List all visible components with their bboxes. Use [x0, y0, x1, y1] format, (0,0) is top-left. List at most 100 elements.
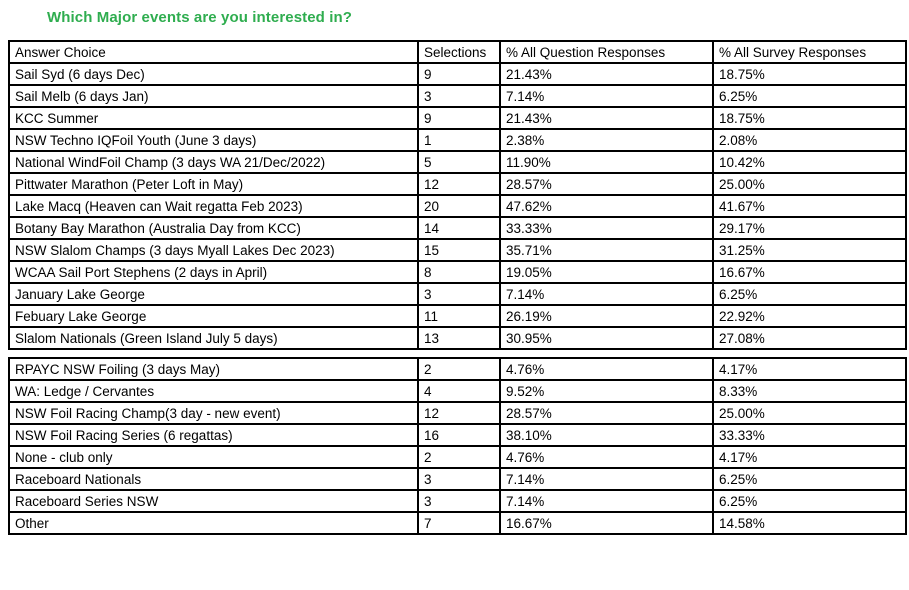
pct-question-cell: 11.90%	[499, 150, 714, 174]
table-row: January Lake George 3 7.14% 6.25%	[8, 282, 907, 306]
answer-choice-cell: Sail Melb (6 days Jan)	[8, 84, 419, 108]
selections-cell: 13	[417, 326, 501, 350]
pct-question-cell: 4.76%	[499, 357, 714, 381]
pct-survey-cell: 33.33%	[712, 423, 907, 447]
pct-question-cell: 7.14%	[499, 489, 714, 513]
pct-survey-cell: 6.25%	[712, 84, 907, 108]
answer-choice-cell: RPAYC NSW Foiling (3 days May)	[8, 357, 419, 381]
table-row: Sail Syd (6 days Dec) 9 21.43% 18.75%	[8, 62, 907, 86]
pct-survey-cell: 41.67%	[712, 194, 907, 218]
answer-choice-cell: Slalom Nationals (Green Island July 5 da…	[8, 326, 419, 350]
pct-survey-cell: 4.17%	[712, 357, 907, 381]
answer-choice-cell: Raceboard Series NSW	[8, 489, 419, 513]
pct-question-cell: 7.14%	[499, 282, 714, 306]
answer-choice-cell: WA: Ledge / Cervantes	[8, 379, 419, 403]
pct-survey-cell: 8.33%	[712, 379, 907, 403]
table-row: Slalom Nationals (Green Island July 5 da…	[8, 326, 907, 350]
answer-choice-cell: Lake Macq (Heaven can Wait regatta Feb 2…	[8, 194, 419, 218]
selections-cell: 11	[417, 304, 501, 328]
table-row: Botany Bay Marathon (Australia Day from …	[8, 216, 907, 240]
pct-survey-cell: 25.00%	[712, 172, 907, 196]
answer-choice-cell: Other	[8, 511, 419, 535]
answer-choice-cell: National WindFoil Champ (3 days WA 21/De…	[8, 150, 419, 174]
selections-cell: 1	[417, 128, 501, 152]
column-header-selections: Selections	[417, 40, 501, 64]
pct-question-cell: 19.05%	[499, 260, 714, 284]
selections-cell: 20	[417, 194, 501, 218]
pct-question-cell: 16.67%	[499, 511, 714, 535]
pct-question-cell: 2.38%	[499, 128, 714, 152]
answer-choice-cell: NSW Foil Racing Series (6 regattas)	[8, 423, 419, 447]
answer-choice-cell: Pittwater Marathon (Peter Loft in May)	[8, 172, 419, 196]
answer-choice-cell: Botany Bay Marathon (Australia Day from …	[8, 216, 419, 240]
pct-question-cell: 26.19%	[499, 304, 714, 328]
pct-survey-cell: 18.75%	[712, 62, 907, 86]
pct-question-cell: 4.76%	[499, 445, 714, 469]
answer-choice-cell: WCAA Sail Port Stephens (2 days in April…	[8, 260, 419, 284]
selections-cell: 14	[417, 216, 501, 240]
table-row: Raceboard Nationals 3 7.14% 6.25%	[8, 467, 907, 491]
selections-cell: 9	[417, 106, 501, 130]
selections-cell: 3	[417, 467, 501, 491]
pct-survey-cell: 10.42%	[712, 150, 907, 174]
selections-cell: 15	[417, 238, 501, 262]
table-row: Febuary Lake George 11 26.19% 22.92%	[8, 304, 907, 328]
table-header-row: Answer Choice Selections % All Question …	[8, 40, 907, 64]
page-title: Which Major events are you interested in…	[47, 9, 353, 26]
pct-question-cell: 21.43%	[499, 62, 714, 86]
pct-question-cell: 7.14%	[499, 467, 714, 491]
pct-question-cell: 28.57%	[499, 401, 714, 425]
pct-survey-cell: 27.08%	[712, 326, 907, 350]
pct-question-cell: 9.52%	[499, 379, 714, 403]
pct-survey-cell: 2.08%	[712, 128, 907, 152]
table-row: NSW Foil Racing Series (6 regattas) 16 38.…	[8, 423, 907, 447]
answer-choice-cell: Raceboard Nationals	[8, 467, 419, 491]
selections-cell: 3	[417, 282, 501, 306]
table-row: Raceboard Series NSW 3 7.14% 6.25%	[8, 489, 907, 513]
selections-cell: 9	[417, 62, 501, 86]
selections-cell: 5	[417, 150, 501, 174]
selections-cell: 16	[417, 423, 501, 447]
table-row: NSW Techno IQFoil Youth (June 3 days) 1 2.…	[8, 128, 907, 152]
table-row: National WindFoil Champ (3 days WA 21/De…	[8, 150, 907, 174]
column-header-answer-choice: Answer Choice	[8, 40, 419, 64]
pct-survey-cell: 6.25%	[712, 467, 907, 491]
pct-question-cell: 28.57%	[499, 172, 714, 196]
pct-question-cell: 33.33%	[499, 216, 714, 240]
answer-choice-cell: KCC Summer	[8, 106, 419, 130]
pct-question-cell: 35.71%	[499, 238, 714, 262]
pct-question-cell: 7.14%	[499, 84, 714, 108]
column-header-pct-question: % All Question Responses	[499, 40, 714, 64]
answer-choice-cell: NSW Techno IQFoil Youth (June 3 days)	[8, 128, 419, 152]
selections-cell: 7	[417, 511, 501, 535]
table-row: None - club only 2 4.76% 4.17%	[8, 445, 907, 469]
pct-survey-cell: 6.25%	[712, 282, 907, 306]
answer-choice-cell: Febuary Lake George	[8, 304, 419, 328]
pct-survey-cell: 31.25%	[712, 238, 907, 262]
answer-choice-cell: January Lake George	[8, 282, 419, 306]
pct-survey-cell: 14.58%	[712, 511, 907, 535]
pct-survey-cell: 29.17%	[712, 216, 907, 240]
pct-survey-cell: 16.67%	[712, 260, 907, 284]
table-row: NSW Slalom Champs (3 days Myall Lakes De…	[8, 238, 907, 262]
table-row: Other 7 16.67% 14.58%	[8, 511, 907, 535]
pct-question-cell: 30.95%	[499, 326, 714, 350]
survey-results-region: Answer Choice Selections % All Question …	[8, 40, 907, 535]
selections-cell: 12	[417, 172, 501, 196]
table-row: Pittwater Marathon (Peter Loft in May) 12…	[8, 172, 907, 196]
selections-cell: 3	[417, 489, 501, 513]
answer-choice-cell: Sail Syd (6 days Dec)	[8, 62, 419, 86]
selections-cell: 12	[417, 401, 501, 425]
table-row: WCAA Sail Port Stephens (2 days in April…	[8, 260, 907, 284]
column-header-pct-survey: % All Survey Responses	[712, 40, 907, 64]
selections-cell: 2	[417, 357, 501, 381]
section-divider-gap	[8, 350, 905, 357]
pct-question-cell: 21.43%	[499, 106, 714, 130]
table-row: RPAYC NSW Foiling (3 days May) 2 4.76% 4.17…	[8, 357, 907, 381]
answer-choice-cell: NSW Slalom Champs (3 days Myall Lakes De…	[8, 238, 419, 262]
selections-cell: 3	[417, 84, 501, 108]
pct-survey-cell: 22.92%	[712, 304, 907, 328]
answer-choice-cell: None - club only	[8, 445, 419, 469]
table-row: Lake Macq (Heaven can Wait regatta Feb 2…	[8, 194, 907, 218]
table-row: WA: Ledge / Cervantes 4 9.52% 8.33%	[8, 379, 907, 403]
